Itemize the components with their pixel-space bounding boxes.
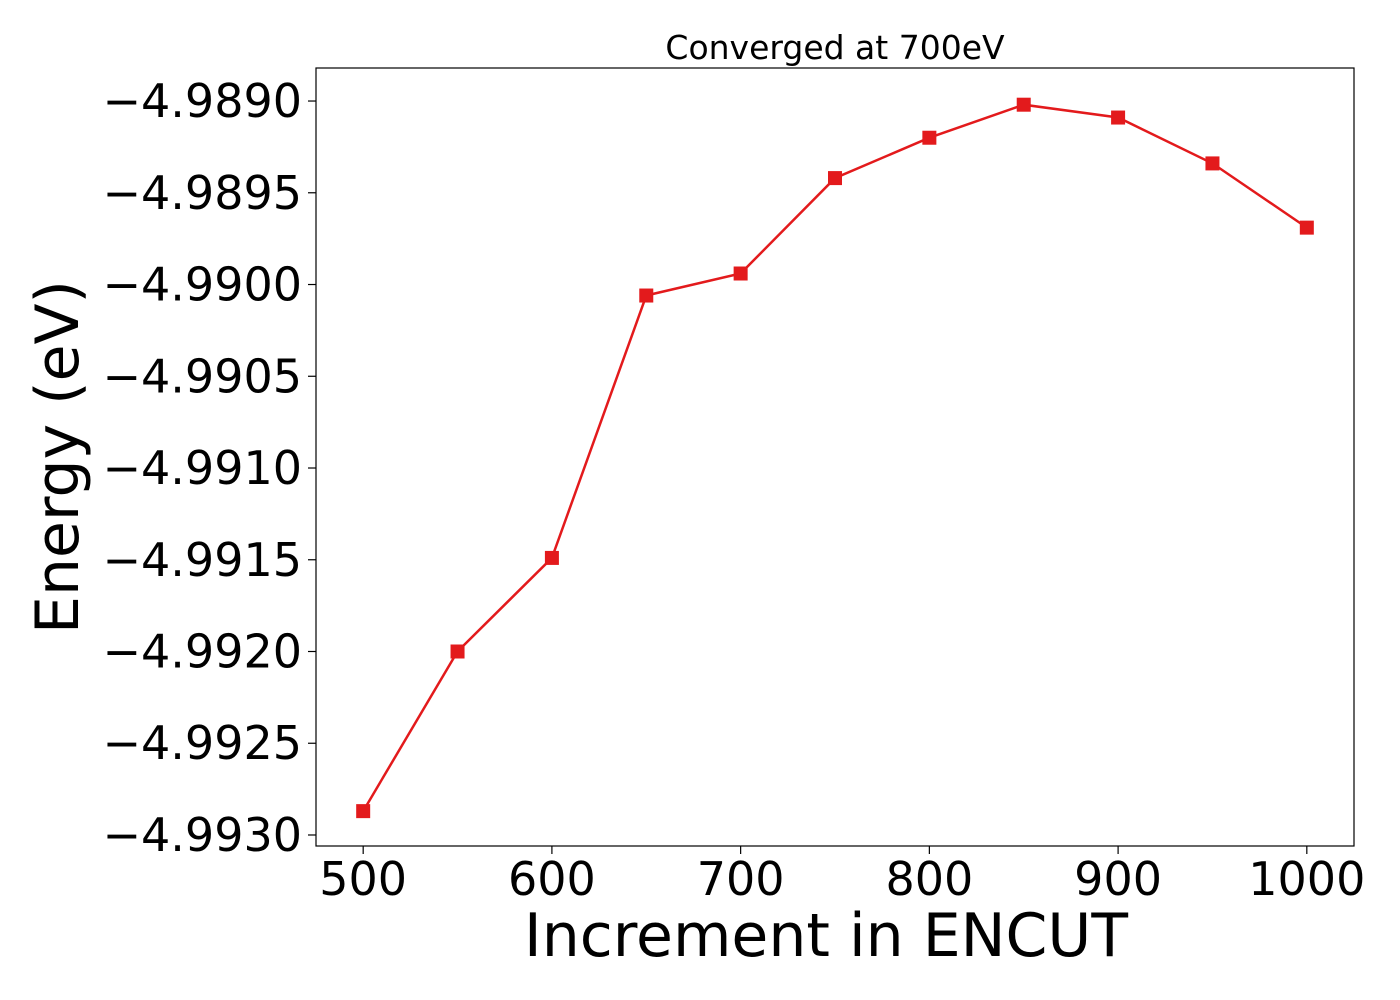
- chart-title: Converged at 700eV: [665, 28, 1005, 67]
- data-point: [1111, 110, 1126, 125]
- y-tick-label: −4.9890: [103, 74, 303, 128]
- plot-frame: [315, 67, 1355, 847]
- x-axis: 500 600 700 800 900 1000: [319, 846, 1365, 906]
- series-layer: [356, 97, 1314, 819]
- x-tick-label: 700: [697, 852, 785, 906]
- y-tick-label: −4.9915: [103, 533, 303, 587]
- x-tick-label: 900: [1074, 852, 1162, 906]
- data-point: [922, 130, 937, 145]
- data-point: [1299, 220, 1314, 235]
- series-line: [362, 103, 1308, 812]
- data-point: [450, 644, 465, 659]
- data-point: [1205, 156, 1220, 171]
- data-point: [1016, 97, 1031, 112]
- y-tick-label: −4.9910: [103, 441, 303, 495]
- y-tick-label: −4.9900: [103, 258, 303, 312]
- data-point: [828, 171, 842, 186]
- y-tick-label: −4.9925: [103, 716, 303, 770]
- x-tick-label: 500: [319, 852, 407, 906]
- data-point: [639, 288, 654, 303]
- x-tick-label: 800: [885, 852, 973, 906]
- x-tick-label: 1000: [1248, 852, 1365, 906]
- y-axis: −4.9930 −4.9925 −4.9920 −4.9915 −4.9910 −4.99…: [103, 74, 316, 862]
- y-tick-label: −4.9905: [103, 349, 303, 403]
- y-axis-title: Energy (eV): [23, 280, 93, 634]
- data-point: [544, 550, 559, 565]
- data-point: [356, 804, 371, 819]
- y-tick-label: −4.9895: [103, 166, 303, 220]
- data-point: [733, 266, 748, 281]
- y-tick-label: −4.9930: [103, 808, 303, 862]
- y-tick-label: −4.9920: [103, 625, 303, 679]
- x-axis-title: Increment in ENCUT: [524, 901, 1128, 971]
- x-tick-label: 600: [508, 852, 596, 906]
